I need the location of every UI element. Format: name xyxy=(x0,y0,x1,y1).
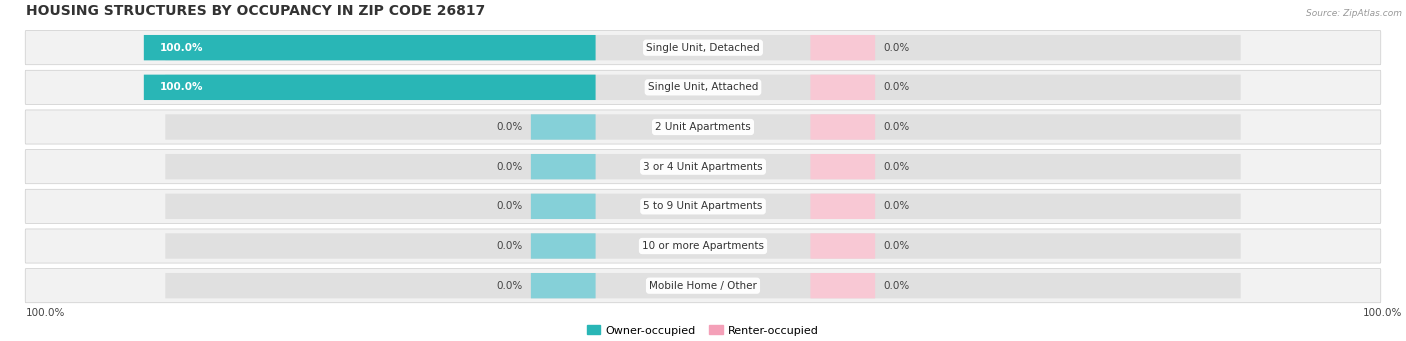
Text: 0.0%: 0.0% xyxy=(496,281,523,291)
FancyBboxPatch shape xyxy=(810,35,875,60)
FancyBboxPatch shape xyxy=(25,110,1381,144)
Text: 0.0%: 0.0% xyxy=(883,82,910,92)
FancyBboxPatch shape xyxy=(166,154,1240,179)
FancyBboxPatch shape xyxy=(166,75,1240,100)
FancyBboxPatch shape xyxy=(166,114,1240,140)
Text: 2 Unit Apartments: 2 Unit Apartments xyxy=(655,122,751,132)
FancyBboxPatch shape xyxy=(166,35,1240,60)
FancyBboxPatch shape xyxy=(25,189,1381,223)
Text: Single Unit, Detached: Single Unit, Detached xyxy=(647,43,759,53)
FancyBboxPatch shape xyxy=(810,273,875,298)
FancyBboxPatch shape xyxy=(25,70,1381,104)
FancyBboxPatch shape xyxy=(166,273,1240,298)
Text: 0.0%: 0.0% xyxy=(883,201,910,211)
Text: 100.0%: 100.0% xyxy=(160,43,204,53)
Text: 0.0%: 0.0% xyxy=(883,122,910,132)
FancyBboxPatch shape xyxy=(531,114,596,140)
Text: 0.0%: 0.0% xyxy=(883,241,910,251)
Text: 0.0%: 0.0% xyxy=(883,43,910,53)
FancyBboxPatch shape xyxy=(166,194,1240,219)
Text: 10 or more Apartments: 10 or more Apartments xyxy=(643,241,763,251)
Text: 100.0%: 100.0% xyxy=(1362,308,1402,318)
Text: 0.0%: 0.0% xyxy=(496,201,523,211)
FancyBboxPatch shape xyxy=(810,114,875,140)
Text: 0.0%: 0.0% xyxy=(883,281,910,291)
FancyBboxPatch shape xyxy=(810,194,875,219)
Text: Single Unit, Attached: Single Unit, Attached xyxy=(648,82,758,92)
FancyBboxPatch shape xyxy=(143,35,596,60)
Text: 3 or 4 Unit Apartments: 3 or 4 Unit Apartments xyxy=(643,162,763,172)
Legend: Owner-occupied, Renter-occupied: Owner-occupied, Renter-occupied xyxy=(582,321,824,340)
Text: 100.0%: 100.0% xyxy=(25,308,65,318)
Text: 0.0%: 0.0% xyxy=(883,162,910,172)
Text: 0.0%: 0.0% xyxy=(496,241,523,251)
FancyBboxPatch shape xyxy=(531,194,596,219)
Text: HOUSING STRUCTURES BY OCCUPANCY IN ZIP CODE 26817: HOUSING STRUCTURES BY OCCUPANCY IN ZIP C… xyxy=(25,4,485,18)
FancyBboxPatch shape xyxy=(531,233,596,259)
FancyBboxPatch shape xyxy=(25,229,1381,263)
Text: 100.0%: 100.0% xyxy=(160,82,204,92)
FancyBboxPatch shape xyxy=(531,273,596,298)
FancyBboxPatch shape xyxy=(25,269,1381,303)
Text: 0.0%: 0.0% xyxy=(496,122,523,132)
Text: Source: ZipAtlas.com: Source: ZipAtlas.com xyxy=(1306,9,1402,18)
FancyBboxPatch shape xyxy=(25,31,1381,65)
Text: 5 to 9 Unit Apartments: 5 to 9 Unit Apartments xyxy=(644,201,762,211)
FancyBboxPatch shape xyxy=(166,233,1240,259)
Text: 0.0%: 0.0% xyxy=(496,162,523,172)
FancyBboxPatch shape xyxy=(810,154,875,179)
FancyBboxPatch shape xyxy=(25,150,1381,184)
FancyBboxPatch shape xyxy=(810,75,875,100)
FancyBboxPatch shape xyxy=(531,154,596,179)
FancyBboxPatch shape xyxy=(143,75,596,100)
FancyBboxPatch shape xyxy=(810,233,875,259)
Text: Mobile Home / Other: Mobile Home / Other xyxy=(650,281,756,291)
